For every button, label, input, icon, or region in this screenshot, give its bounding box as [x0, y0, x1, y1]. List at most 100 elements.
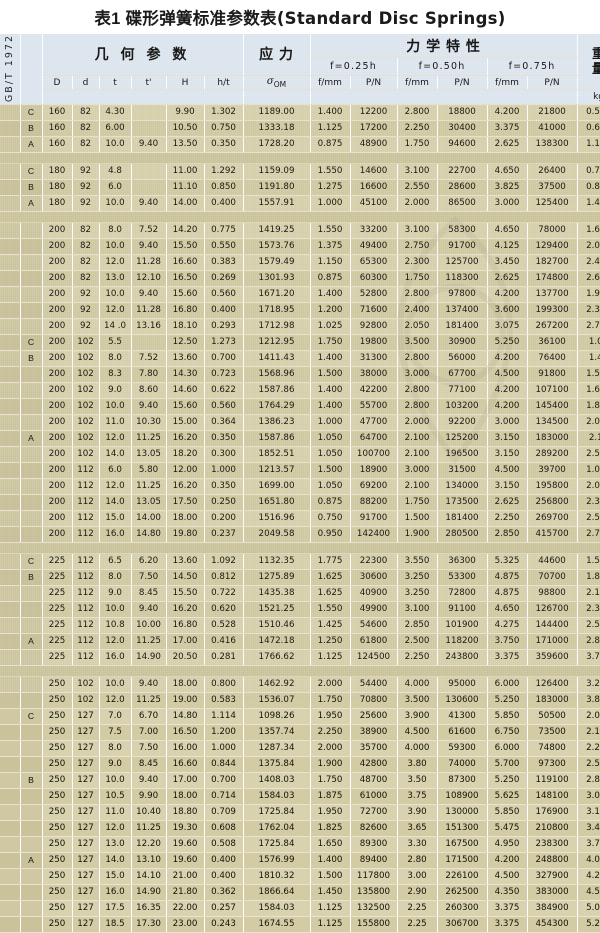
cell-f-075: 2.250 [487, 510, 528, 528]
cell-p-075: 76400 [527, 350, 578, 368]
table-row[interactable]: 200 102 11.0 10.30 15.00 0.364 1386.23 1.000 477… [0, 414, 600, 432]
cell-weight: 2.539 [577, 510, 600, 528]
table-row[interactable]: 200 82 8.0 7.52 14.20 0.775 1419.25 1.550 33200 3… [0, 222, 600, 240]
cell-weight: 2.573 [577, 756, 600, 774]
cell-series: A [20, 852, 43, 870]
cell-p-050: 30400 [437, 120, 488, 138]
cell-D: 200 [42, 222, 73, 240]
cell-h-over-t: 0.400 [204, 868, 244, 886]
col-header-p1: P/N [350, 75, 398, 91]
cell-t: 4.8 [99, 163, 132, 181]
table-row[interactable]: B 160 82 6.00 10.50 0.750 1333.18 1.125 17200 2.2… [0, 120, 600, 138]
table-row[interactable]: 225 112 16.0 14.90 20.50 0.281 1766.62 1.125 124… [0, 649, 600, 667]
table-row[interactable]: 250 127 18.5 17.30 23.00 0.243 1674.55 1.125 155… [0, 916, 600, 933]
row-standard-cell [0, 852, 21, 870]
cell-p-025: 117800 [350, 868, 398, 886]
table-row[interactable]: 200 82 13.0 12.10 16.50 0.269 1301.93 0.875 6030… [0, 270, 600, 288]
table-row[interactable]: 250 102 10.0 9.40 18.00 0.800 1462.92 2.000 5440… [0, 676, 600, 694]
table-row[interactable]: 200 112 16.0 14.80 19.80 0.237 2049.58 0.950 142… [0, 526, 600, 544]
table-row[interactable]: B 200 102 8.0 7.52 13.60 0.700 1411.43 1.400 3130… [0, 350, 600, 368]
cell-D: 250 [42, 772, 73, 790]
cell-series [20, 398, 43, 416]
cell-f-025: 1.900 [310, 756, 351, 774]
cell-series: A [20, 430, 43, 448]
table-row[interactable]: A 225 112 12.0 11.25 17.00 0.416 1472.18 1.250 61… [0, 633, 600, 651]
table-row[interactable]: A 250 127 14.0 13.10 19.60 0.400 1576.99 1.400 89… [0, 852, 600, 870]
cell-p-075: 91800 [527, 366, 578, 384]
table-row[interactable]: A 180 92 10.0 9.40 14.00 0.400 1557.91 1.000 4510… [0, 195, 600, 213]
table-row[interactable]: B 250 127 10.0 9.40 17.00 0.700 1408.03 1.750 487… [0, 772, 600, 790]
cell-t-prime: 9.40 [131, 601, 167, 619]
cell-p-025: 71600 [350, 302, 398, 320]
table-row[interactable]: 250 127 9.0 8.45 16.60 0.844 1375.84 1.900 42800… [0, 756, 600, 774]
cell-t-prime: 14.90 [131, 884, 167, 902]
cell-p-025: 142400 [350, 526, 398, 544]
table-row[interactable]: C 200 102 5.5 12.50 1.273 1212.95 1.750 19800 3.5… [0, 334, 600, 352]
table-row[interactable]: 250 127 17.5 16.35 22.00 0.257 1584.03 1.125 132… [0, 900, 600, 918]
cell-t: 6.5 [99, 553, 132, 571]
row-standard-cell [0, 740, 21, 758]
table-row[interactable]: 225 112 10.8 10.00 16.80 0.528 1510.46 1.425 546… [0, 617, 600, 635]
table-row[interactable]: 200 102 9.0 8.60 14.60 0.622 1587.86 1.400 42200… [0, 382, 600, 400]
table-row[interactable]: C 225 112 6.5 6.20 13.60 1.092 1132.35 1.775 2230… [0, 553, 600, 571]
table-row[interactable]: 225 112 10.0 9.40 16.20 0.620 1521.25 1.550 4990… [0, 601, 600, 619]
cell-p-075: 50500 [527, 708, 578, 726]
cell-H: 18.00 [166, 676, 205, 694]
table-row[interactable]: 200 102 14.0 13.05 18.20 0.300 1852.51 1.050 100… [0, 446, 600, 464]
table-row[interactable]: 200 102 8.3 7.80 14.30 0.723 1568.96 1.500 38000… [0, 366, 600, 384]
table-row[interactable]: 200 92 12.0 11.28 16.80 0.400 1718.95 1.200 7160… [0, 302, 600, 320]
table-row[interactable]: 250 127 15.0 14.10 21.00 0.400 1810.32 1.500 117… [0, 868, 600, 886]
table-row[interactable]: 200 92 10.0 9.40 15.60 0.560 1671.20 1.400 52800… [0, 286, 600, 304]
cell-sigma: 1516.96 [243, 510, 311, 528]
table-row[interactable]: 200 82 12.0 11.28 16.60 0.383 1579.49 1.150 6530… [0, 254, 600, 272]
cell-t-prime [131, 163, 167, 181]
table-row[interactable]: 200 92 14 .0 13.16 18.10 0.293 1712.98 1.025 928… [0, 318, 600, 336]
table-row[interactable]: 200 112 15.0 14.00 18.00 0.200 1516.96 0.750 917… [0, 510, 600, 528]
table-row[interactable]: C 160 82 4.30 9.90 1.302 1189.00 1.400 12200 2.80… [0, 104, 600, 122]
table-row[interactable]: 250 127 8.0 7.50 16.00 1.000 1287.34 2.000 35700… [0, 740, 600, 758]
table-row[interactable]: 200 102 10.0 9.40 15.60 0.560 1764.29 1.400 5570… [0, 398, 600, 416]
table-row[interactable]: 200 112 14.0 13.05 17.50 0.250 1651.80 0.875 882… [0, 494, 600, 512]
table-row[interactable]: 250 127 12.0 11.25 19.30 0.608 1762.04 1.825 826… [0, 820, 600, 838]
table-row[interactable]: 200 82 10.0 9.40 15.50 0.550 1573.76 1.375 49400… [0, 238, 600, 256]
cell-p-075: 107100 [527, 382, 578, 400]
cell-p-075: 238300 [527, 836, 578, 854]
table-row[interactable]: 250 127 13.0 12.20 19.60 0.508 1725.84 1.650 893… [0, 836, 600, 854]
row-standard-cell [0, 414, 21, 432]
cell-h-over-t: 0.560 [204, 398, 244, 416]
table-row[interactable]: 200 112 6.0 5.80 12.00 1.000 1213.57 1.500 18900… [0, 462, 600, 480]
cell-t: 12.0 [99, 820, 132, 838]
cell-sigma: 1213.57 [243, 462, 311, 480]
table-row[interactable]: A 160 82 10.0 9.40 13.50 0.350 1728.20 0.875 4890… [0, 136, 600, 154]
table-row[interactable]: 250 127 11.0 10.40 18.80 0.709 1725.84 1.950 727… [0, 804, 600, 822]
cell-p-050: 306700 [437, 916, 488, 933]
cell-sigma: 1568.96 [243, 366, 311, 384]
table-row[interactable]: C 180 92 4.8 11.00 1.292 1159.09 1.550 14600 3.10… [0, 163, 600, 181]
table-row[interactable]: 225 112 9.0 8.45 15.50 0.722 1435.38 1.625 40900… [0, 585, 600, 603]
cell-weight: 1.641 [577, 222, 600, 240]
cell-f-075: 4.650 [487, 222, 528, 240]
cell-weight: 0.698 [577, 120, 600, 138]
table-row[interactable]: B 180 92 6.0 11.10 0.850 1191.80 1.275 16600 2.55… [0, 179, 600, 197]
cell-f-075: 5.850 [487, 708, 528, 726]
cell-sigma: 1573.76 [243, 238, 311, 256]
table-row[interactable]: 250 102 12.0 11.25 19.00 0.583 1536.07 1.750 708… [0, 692, 600, 710]
cell-H: 16.80 [166, 302, 205, 320]
cell-h-over-t: 0.850 [204, 179, 244, 197]
cell-h-over-t: 0.416 [204, 633, 244, 651]
table-row[interactable]: 250 127 10.5 9.90 18.00 0.714 1584.03 1.875 6100… [0, 788, 600, 806]
cell-sigma: 1435.38 [243, 585, 311, 603]
table-row[interactable]: C 250 127 7.0 6.70 14.80 1.114 1098.26 1.950 2560… [0, 708, 600, 726]
table-row[interactable]: 250 127 7.5 7.00 16.50 1.200 1357.74 2.250 38900… [0, 724, 600, 742]
table-row[interactable]: B 225 112 8.0 7.50 14.50 0.812 1275.89 1.625 3060… [0, 569, 600, 587]
cell-p-025: 47700 [350, 414, 398, 432]
cell-t: 12.0 [99, 478, 132, 496]
cell-h-over-t: 1.200 [204, 724, 244, 742]
cell-D: 200 [42, 462, 73, 480]
table-row[interactable]: A 200 102 12.0 11.25 16.20 0.350 1587.86 1.050 64… [0, 430, 600, 448]
cell-p-050: 58300 [437, 222, 488, 240]
table-row[interactable]: 200 112 12.0 11.25 16.20 0.350 1699.00 1.050 692… [0, 478, 600, 496]
table-row[interactable]: 250 127 16.0 14.90 21.80 0.362 1866.64 1.450 135… [0, 884, 600, 902]
cell-t-prime: 11.28 [131, 302, 167, 320]
col-header-p3: P/N [527, 75, 578, 91]
